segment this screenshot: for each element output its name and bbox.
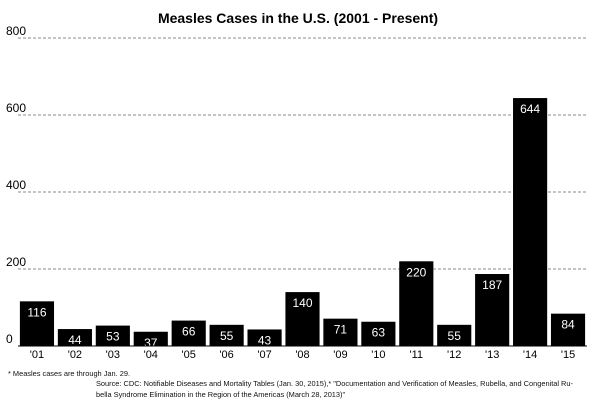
- bar: [550, 313, 586, 346]
- bar: [285, 292, 320, 346]
- x-tick-label: '06: [219, 349, 233, 361]
- footnote-source-line1: Source: CDC: Notifiable Diseases and Mor…: [96, 379, 574, 388]
- bar-value-label: 63: [372, 326, 386, 340]
- gridlines: [18, 37, 587, 270]
- bar: [247, 329, 282, 346]
- bar-value-label: 43: [258, 333, 272, 347]
- bar-value-label: 644: [520, 102, 540, 116]
- bar: [361, 321, 396, 346]
- bar: [209, 324, 244, 346]
- bar: [323, 318, 358, 346]
- y-tick-label: 400: [6, 178, 26, 192]
- bar: [399, 261, 434, 346]
- bar-value-label: 37: [144, 336, 158, 350]
- bar-value-label: 44: [68, 333, 82, 347]
- chart-title: Measles Cases in the U.S. (2001 - Presen…: [158, 10, 438, 26]
- x-tick-label: '03: [106, 349, 120, 361]
- bar-value-label: 140: [292, 296, 312, 310]
- bars: 116 44 53 37 66 55 43 140 71 63 220 55 187 644 84: [19, 98, 586, 350]
- footnote-note: * Measles cases are through Jan. 29.: [8, 369, 130, 378]
- x-tick-label: '12: [447, 349, 461, 361]
- x-tick-label: '11: [410, 349, 424, 361]
- y-tick-label: 600: [6, 101, 26, 115]
- x-tick-label: '01: [30, 349, 44, 361]
- bar-value-label: 220: [406, 265, 426, 279]
- y-tick-label: 800: [6, 24, 26, 38]
- x-tick-label: '08: [295, 349, 309, 361]
- bar-value-label: 187: [482, 278, 502, 292]
- footnote-source-line2: bella Syndrome Elimination in the Region…: [96, 390, 345, 399]
- y-axis-ticks: 0 200 400 600 800: [6, 24, 26, 346]
- bar-value-label: 66: [182, 325, 196, 339]
- x-tick-label: '10: [371, 349, 385, 361]
- bar-value-label: 55: [220, 329, 234, 343]
- bar: [475, 274, 510, 346]
- x-tick-label: '15: [561, 349, 575, 361]
- bar: [133, 331, 168, 346]
- x-tick-label: '02: [68, 349, 82, 361]
- bar: [95, 325, 130, 346]
- x-tick-label: '09: [333, 349, 347, 361]
- x-tick-label: '04: [144, 349, 158, 361]
- bar-value-label: 53: [106, 330, 120, 344]
- x-axis-ticks: '01 '02 '03 '04 '05 '06 '07 '08 '09 '10 '11 '12 '13 '…: [30, 349, 575, 361]
- bar: [437, 324, 472, 346]
- bar-value-label: 71: [334, 323, 348, 337]
- bar-value-label: 116: [27, 305, 46, 319]
- bar-value-label: 55: [448, 329, 462, 343]
- bar: [171, 320, 206, 346]
- bar: [57, 329, 92, 346]
- x-tick-label: '05: [182, 349, 196, 361]
- bar-value-label: 84: [561, 318, 575, 332]
- y-tick-label: 200: [6, 255, 26, 269]
- x-tick-label: '14: [523, 349, 537, 361]
- bar: [513, 98, 548, 346]
- bar: [19, 301, 55, 346]
- x-tick-label: '07: [257, 349, 271, 361]
- x-tick-label: '13: [485, 349, 499, 361]
- y-tick-label: 0: [6, 332, 13, 346]
